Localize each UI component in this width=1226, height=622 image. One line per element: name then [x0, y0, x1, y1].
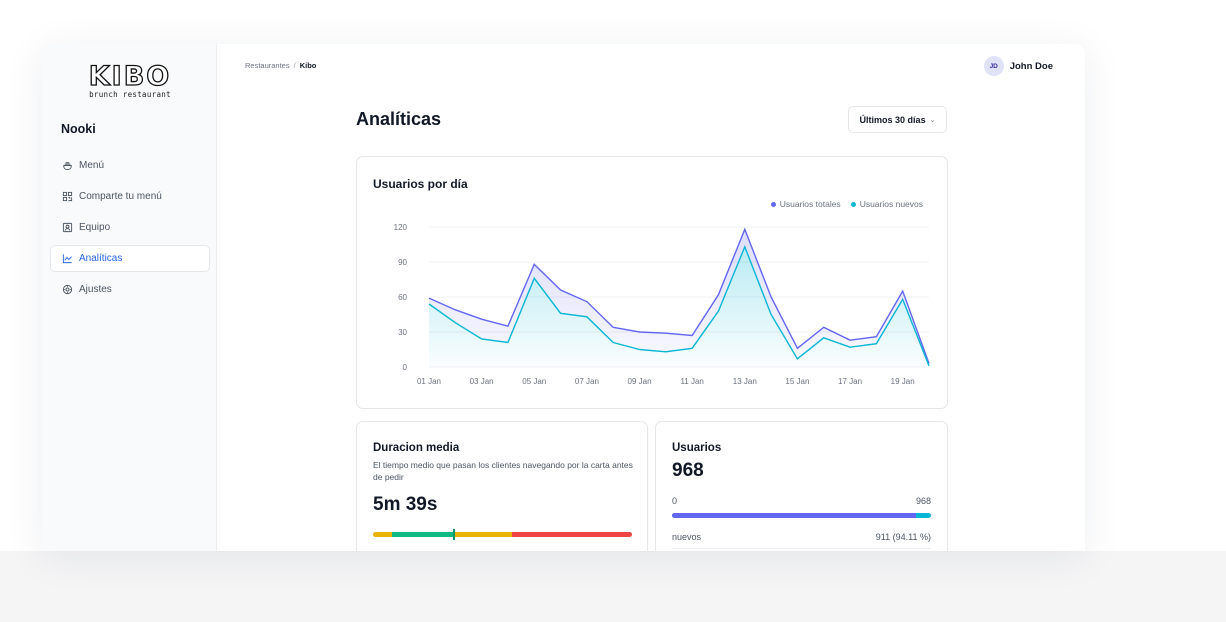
- legend-item-total[interactable]: Usuarios totales: [770, 199, 841, 209]
- sidebar-item-settings[interactable]: Ajustes: [50, 276, 210, 303]
- users-row-value: 911 (94.11 %): [875, 532, 931, 542]
- chart-legend: Usuarios totales Usuarios nuevos: [761, 199, 923, 209]
- x-tick-label: 07 Jan: [575, 377, 599, 386]
- series-total-line: [428, 227, 930, 364]
- sidebar-item-label: Comparte tu menú: [79, 191, 162, 202]
- duration-value: 5m 39s: [373, 494, 438, 515]
- users-progress-bar: [672, 513, 931, 518]
- menu-icon: [62, 160, 73, 171]
- x-tick-label: 19 Jan: [891, 377, 915, 386]
- users-row-new: nuevos 911 (94.11 %): [672, 532, 931, 549]
- sidebar-item-label: Ajustes: [79, 284, 112, 295]
- app-window: KIBO brunch restaurant Nooki Menú Compar…: [42, 44, 1085, 551]
- avatar: JD: [983, 56, 1004, 76]
- x-tick-label: 13 Jan: [733, 377, 757, 386]
- date-range-value: Últimos 30 días: [859, 114, 926, 125]
- chart-title: Usuarios por día: [373, 177, 468, 191]
- page-title: Analíticas: [356, 109, 442, 129]
- sidebar-item-analytics[interactable]: Analíticas: [50, 245, 210, 272]
- users-line-chart: 0 30 60 90 120 01 Jan 03 Jan 05 Jan 07 Jan 09 Jan…: [394, 223, 930, 386]
- y-tick-label: 30: [398, 328, 407, 337]
- sidebar-nav: Menú Comparte tu menú Equipo Analíticas: [50, 152, 210, 307]
- users-card: Usuarios 968 0 968 nuevos 911 (94.11 %): [655, 421, 948, 551]
- duration-title: Duracion media: [373, 442, 460, 454]
- y-tick-label: 90: [398, 258, 407, 267]
- duration-scale-segment: [511, 532, 632, 537]
- legend-dot: [770, 201, 776, 207]
- duration-scale-segment: [453, 532, 512, 537]
- logo-subtitle: brunch restaurant: [89, 90, 171, 99]
- qr-code-icon: [62, 191, 73, 202]
- breadcrumb: Restaurantes / Kibo: [245, 61, 316, 70]
- legend-dot: [850, 201, 856, 207]
- x-tick-label: 01 Jan: [417, 377, 441, 386]
- legend-item-new[interactable]: Usuarios nuevos: [850, 199, 923, 209]
- sidebar: KIBO brunch restaurant Nooki Menú Compar…: [42, 44, 217, 551]
- sidebar-item-label: Analíticas: [79, 253, 123, 264]
- x-tick-label: 03 Jan: [470, 377, 494, 386]
- breadcrumb-separator: /: [293, 61, 296, 70]
- users-scale-min: 0: [672, 496, 678, 506]
- user-menu[interactable]: JD John Doe: [983, 56, 1053, 76]
- users-row-label: nuevos: [672, 532, 702, 542]
- users-new-fill: [672, 513, 916, 518]
- duration-scale-bar: [373, 529, 632, 540]
- users-per-day-card: Usuarios por día Usuarios totales Usuari…: [356, 156, 948, 409]
- y-tick-label: 60: [398, 293, 407, 302]
- duration-marker: [453, 529, 456, 540]
- x-tick-label: 09 Jan: [628, 377, 652, 386]
- duration-description: El tiempo medio que pasan los clientes n…: [373, 460, 633, 482]
- organization-name: Nooki: [61, 122, 96, 136]
- users-total: 968: [672, 460, 704, 481]
- breadcrumb-current: Kibo: [299, 61, 317, 70]
- duration-scale-segment: [373, 532, 393, 537]
- sidebar-item-label: Menú: [79, 160, 105, 171]
- sidebar-item-team[interactable]: Equipo: [50, 214, 210, 241]
- breadcrumb-parent-link[interactable]: Restaurantes: [245, 61, 290, 70]
- x-tick-label: 17 Jan: [838, 377, 862, 386]
- sidebar-item-label: Equipo: [79, 222, 111, 233]
- date-range-select[interactable]: Últimos 30 días ⌄: [848, 106, 947, 133]
- chevron-down-icon: ⌄: [929, 116, 936, 124]
- legend-label: Usuarios totales: [779, 199, 841, 209]
- y-tick-label: 0: [403, 363, 408, 372]
- brand-logo[interactable]: KIBO brunch restaurant: [82, 61, 178, 104]
- series-total-area: [429, 229, 929, 366]
- chart-line-icon: [62, 253, 73, 264]
- x-tick-label: 11 Jan: [680, 377, 703, 386]
- users-scale-max: 968: [915, 496, 931, 506]
- team-icon: [62, 222, 73, 233]
- y-tick-label: 120: [394, 223, 408, 232]
- x-tick-label: 05 Jan: [522, 377, 546, 386]
- series-new-area: [429, 246, 929, 367]
- sidebar-item-share-menu[interactable]: Comparte tu menú: [50, 183, 210, 210]
- page-footer-band: [0, 551, 1226, 622]
- x-tick-label: 15 Jan: [785, 377, 809, 386]
- series-new-line: [428, 244, 930, 367]
- users-title: Usuarios: [672, 442, 722, 454]
- logo-word: KIBO: [88, 61, 172, 92]
- legend-label: Usuarios nuevos: [859, 199, 923, 209]
- duration-scale-segment: [392, 532, 454, 537]
- sidebar-item-menu[interactable]: Menú: [50, 152, 210, 179]
- gear-icon: [62, 284, 73, 295]
- user-name: John Doe: [1009, 60, 1053, 72]
- average-duration-card: Duracion media El tiempo medio que pasan…: [356, 421, 648, 551]
